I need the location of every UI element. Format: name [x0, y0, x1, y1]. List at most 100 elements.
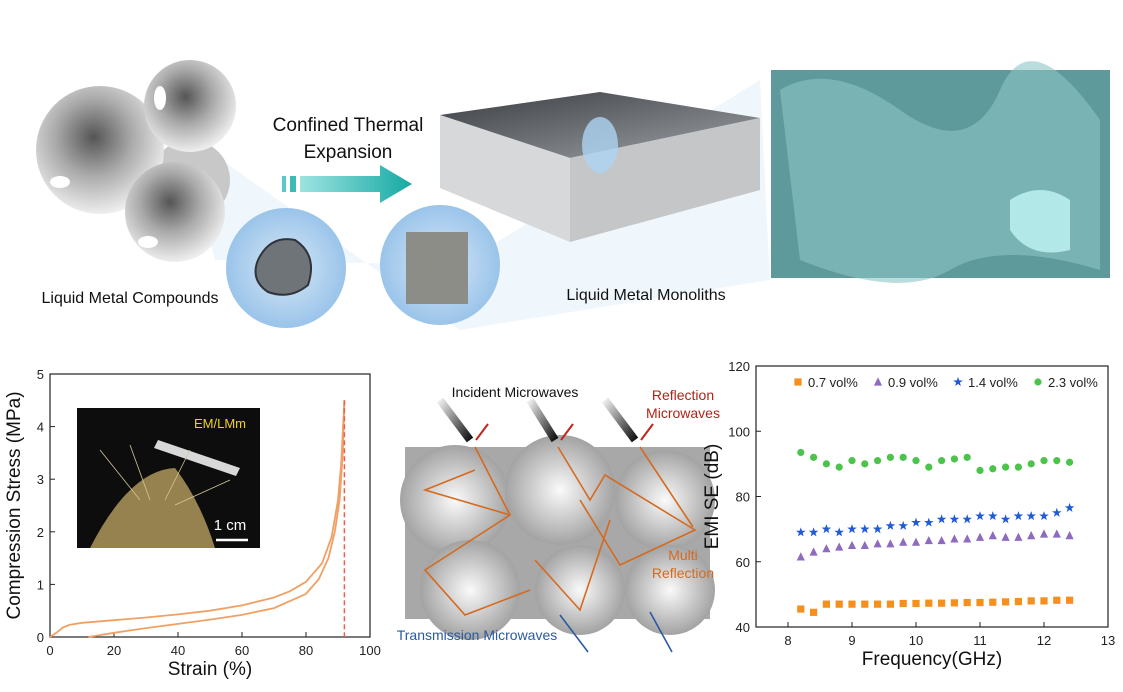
marker	[1014, 532, 1023, 541]
marker	[912, 457, 920, 465]
marker	[835, 542, 844, 551]
y-tick-label: 4	[37, 420, 44, 435]
marker	[808, 527, 819, 537]
marker	[821, 524, 832, 534]
transmission-label: Transmission Microwaves	[397, 627, 558, 643]
schematic-top	[36, 60, 1110, 330]
marker	[861, 460, 869, 468]
marker	[988, 531, 997, 540]
marker	[834, 527, 844, 537]
marker	[848, 600, 856, 608]
marker	[886, 453, 895, 461]
x-axis-label: Strain (%)	[168, 659, 252, 680]
marker	[1039, 529, 1049, 538]
marker	[936, 514, 947, 524]
curve	[88, 400, 346, 638]
plot-frame	[755, 365, 1109, 628]
plot-frame	[49, 373, 371, 638]
marker	[874, 457, 882, 465]
marker	[963, 534, 972, 543]
marker	[938, 599, 946, 607]
marker	[1066, 458, 1074, 466]
marker	[1040, 457, 1048, 465]
y-tick-label: 100	[728, 424, 750, 439]
marker	[937, 535, 946, 545]
marker	[860, 540, 869, 550]
microwave-diagram: Incident Microwaves Reflection Microwave…	[397, 384, 720, 653]
schematic-text: Confined Thermal Expansion Liquid Metal …	[42, 115, 726, 307]
marker	[797, 448, 805, 457]
marker	[1002, 463, 1010, 471]
marker	[1064, 502, 1075, 512]
marker	[1034, 378, 1042, 386]
x-tick-label: 9	[848, 633, 855, 648]
marker	[1052, 529, 1061, 538]
x-tick-label: 10	[909, 633, 923, 648]
multi-label: Multi	[668, 547, 698, 563]
marker	[1013, 511, 1024, 521]
x-tick-label: 40	[171, 643, 185, 658]
process-label: Confined Thermal	[273, 115, 424, 136]
reflection-label: Reflection	[652, 387, 714, 403]
y-tick-label: 3	[37, 472, 44, 487]
marker	[976, 598, 984, 607]
marker	[1026, 511, 1036, 521]
y-axis-label: Compression Stress (MPa)	[4, 391, 25, 619]
marker	[886, 600, 894, 608]
marker	[1000, 514, 1011, 524]
marker	[1066, 596, 1074, 604]
marker	[950, 599, 958, 607]
marker	[860, 524, 870, 534]
marker	[796, 527, 806, 537]
inset-photo: EM/LMm 1 cm	[77, 408, 260, 548]
marker	[953, 377, 963, 386]
marker	[797, 605, 805, 613]
marker	[924, 535, 933, 545]
legend-label: 0.9 vol%	[888, 375, 938, 390]
marker	[810, 608, 818, 616]
marker	[1040, 597, 1048, 605]
marker	[873, 377, 883, 386]
marker	[796, 552, 805, 561]
marker	[822, 544, 831, 553]
marker	[1001, 532, 1010, 541]
x-tick-label: 13	[1101, 633, 1115, 648]
marker	[962, 514, 972, 524]
marker	[874, 600, 882, 608]
y-tick-label: 0	[37, 630, 44, 645]
right-label: Liquid Metal Monoliths	[566, 287, 725, 304]
marker	[847, 540, 857, 550]
x-tick-label: 60	[235, 643, 249, 658]
marker	[1039, 511, 1049, 521]
marker	[794, 378, 802, 386]
y-tick-label: 80	[736, 490, 750, 505]
marker	[899, 537, 908, 546]
y-axis-label: EMI SE (dB)	[702, 444, 723, 550]
multi-label: Reflection	[652, 565, 714, 581]
marker	[872, 524, 883, 534]
marker	[899, 453, 907, 461]
x-axis-label: Frequency(GHz)	[862, 649, 1002, 670]
left-label: Liquid Metal Compounds	[42, 290, 219, 307]
marker	[835, 600, 843, 608]
marker	[1027, 597, 1035, 605]
inset-label: EM/LMm	[194, 416, 246, 431]
process-label: Expansion	[304, 142, 393, 163]
marker	[976, 466, 984, 474]
x-tick-label: 12	[1037, 633, 1051, 648]
x-tick-label: 11	[973, 633, 987, 648]
marker	[1052, 507, 1062, 517]
x-tick-label: 0	[46, 643, 53, 658]
reflection-label: Microwaves	[646, 405, 720, 421]
marker	[989, 598, 997, 606]
marker	[911, 537, 921, 546]
marker	[989, 465, 997, 473]
x-tick-label: 100	[359, 643, 381, 658]
marker	[847, 524, 857, 534]
marker	[1014, 597, 1022, 606]
x-tick-label: 20	[107, 643, 121, 658]
marker	[963, 598, 971, 607]
x-tick-label: 8	[784, 633, 791, 648]
marker	[1002, 598, 1010, 606]
